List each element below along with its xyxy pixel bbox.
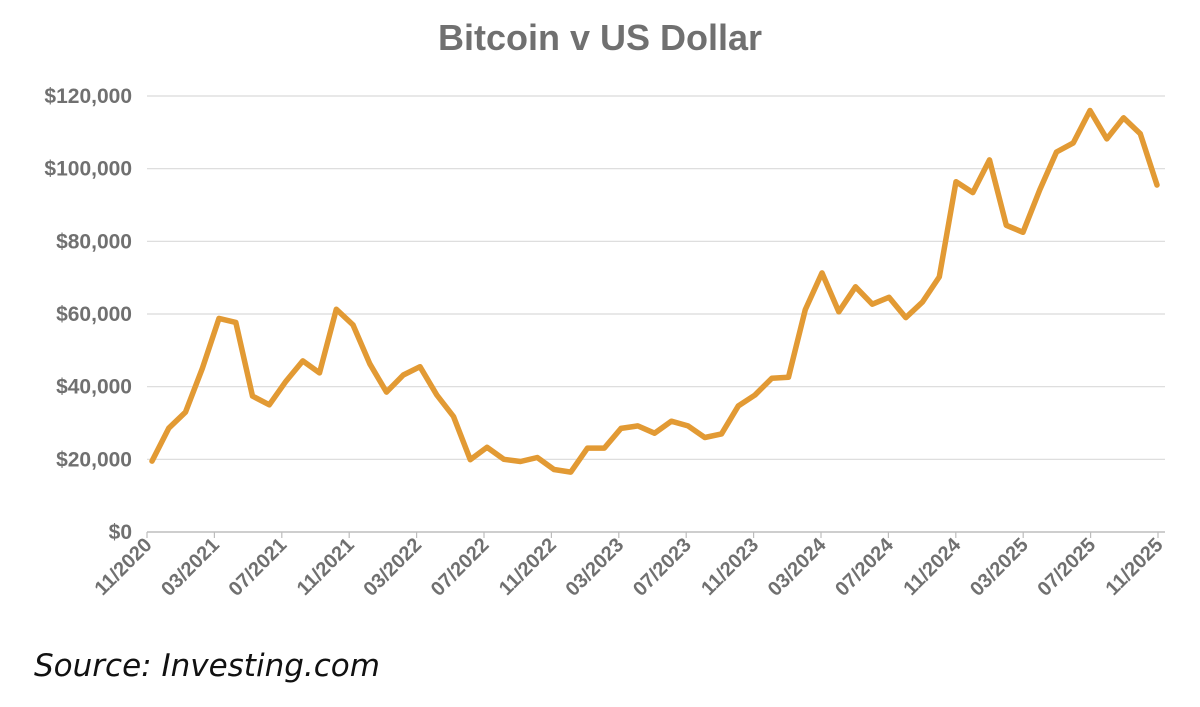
x-tick-label: 03/2022 <box>359 534 426 601</box>
x-tick-label: 11/2021 <box>293 534 359 600</box>
x-tick-label: 11/2022 <box>495 534 561 600</box>
x-tick-label: 03/2024 <box>764 533 831 600</box>
x-tick-label: 07/2025 <box>1033 534 1100 601</box>
y-tick-label: $120,000 <box>44 85 132 108</box>
x-tick-label: 07/2021 <box>225 534 292 601</box>
x-tick-label: 07/2024 <box>831 533 898 600</box>
y-tick-label: $80,000 <box>56 230 132 253</box>
y-tick-label: $20,000 <box>56 448 132 471</box>
y-tick-label: $40,000 <box>56 376 132 399</box>
source-note: Source: Investing.com <box>34 648 380 684</box>
x-tick-label: 11/2024 <box>899 533 966 600</box>
x-tick-label: 11/2023 <box>697 534 763 600</box>
y-tick-label: $60,000 <box>56 303 132 326</box>
series-line <box>149 107 1160 475</box>
x-tick-label: 03/2025 <box>966 534 1033 601</box>
x-tick-label: 07/2022 <box>427 534 494 601</box>
x-tick-label: 07/2023 <box>629 534 696 601</box>
y-tick-label: $0 <box>109 521 132 544</box>
x-tick-label: 03/2021 <box>157 534 224 601</box>
chart-title: Bitcoin v US Dollar <box>438 17 762 58</box>
x-tick-label: 11/2025 <box>1102 534 1168 600</box>
y-tick-label: $100,000 <box>44 158 132 181</box>
x-tick-label: 03/2023 <box>562 534 629 601</box>
